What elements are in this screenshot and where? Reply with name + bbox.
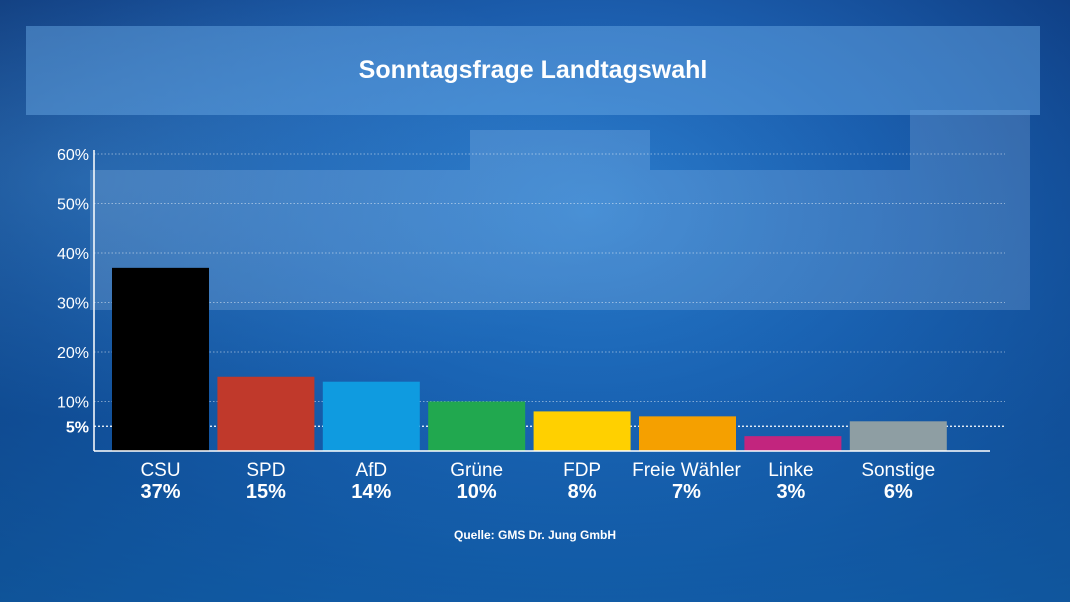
category-label: AfD — [355, 460, 387, 481]
category-label: Freie Wähler — [632, 460, 741, 481]
bar-afd — [322, 381, 420, 451]
value-label: 8% — [568, 481, 597, 503]
source-note: Quelle: GMS Dr. Jung GmbH — [453, 528, 617, 542]
bar-grüne — [428, 401, 526, 451]
value-label: 15% — [246, 481, 286, 503]
bar-sonstige — [849, 421, 947, 451]
category-label: Linke — [768, 460, 813, 481]
category-label: FDP — [563, 460, 601, 481]
y-tick-label: 20% — [57, 345, 89, 362]
value-label: 10% — [457, 481, 497, 503]
category-label: Sonstige — [861, 460, 935, 481]
y-tick-label: 30% — [57, 296, 89, 313]
value-label: 3% — [776, 481, 805, 503]
bar-csu — [112, 267, 209, 451]
y-tick-label: 40% — [57, 246, 89, 263]
value-label: 6% — [884, 481, 913, 503]
threshold-label: 5% — [66, 419, 89, 436]
title-bar — [26, 26, 1040, 115]
y-tick-label: 60% — [57, 147, 89, 164]
value-label: 14% — [351, 481, 391, 503]
category-label: CSU — [140, 460, 180, 481]
category-label: Grüne — [450, 460, 503, 481]
category-label: SPD — [246, 460, 285, 481]
value-label: 37% — [140, 481, 180, 503]
chart-title: Sonntagsfrage Landtagswahl — [358, 56, 708, 84]
y-tick-label: 10% — [57, 395, 89, 412]
bar-linke — [744, 436, 842, 451]
y-tick-label: 50% — [57, 197, 89, 214]
bar-freie-wähler — [639, 416, 736, 451]
building-silhouette — [90, 110, 1030, 310]
value-label: 7% — [672, 481, 701, 503]
bar-spd — [217, 376, 315, 451]
bar-fdp — [533, 411, 631, 451]
